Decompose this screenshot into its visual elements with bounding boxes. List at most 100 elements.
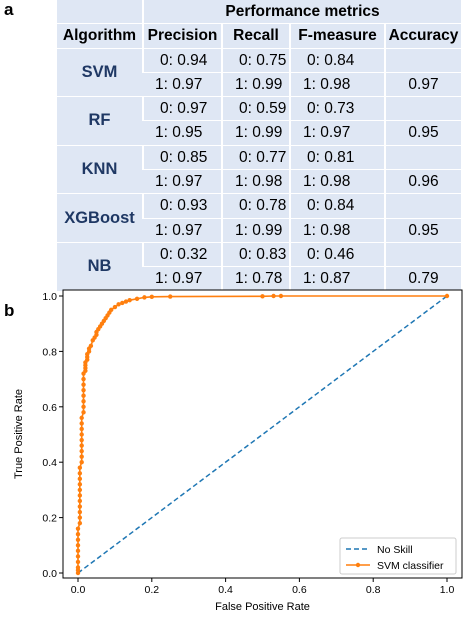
precision-cell: 0: 0.94 xyxy=(142,47,222,73)
f-measure-cell: 1: 0.98 xyxy=(289,217,385,243)
svm-data-point xyxy=(77,498,83,504)
svm-data-point xyxy=(116,302,121,307)
accuracy-cell xyxy=(383,144,462,170)
algorithm-cell: KNN xyxy=(57,144,143,194)
f-measure-cell: 1: 0.98 xyxy=(289,169,385,194)
svm-data-point xyxy=(81,387,86,393)
table-row: XGBoost 0: 0.93 0: 0.78 0: 0.84 xyxy=(57,193,462,243)
accuracy-cell: 0.79 xyxy=(383,266,462,291)
svm-data-point xyxy=(109,307,114,313)
legend-marker-svm xyxy=(355,562,361,568)
x-tick-label: 0.4 xyxy=(218,584,233,596)
no-skill-line xyxy=(77,295,448,574)
precision-cell: 1: 0.97 xyxy=(143,169,222,194)
svm-data-point xyxy=(77,482,83,487)
table-row: 1: 0.97 1: 0.78 1: 0.87 0.79 xyxy=(57,266,462,291)
panel-label-b: b xyxy=(4,301,15,320)
accuracy-cell xyxy=(383,47,462,73)
recall-cell: 1: 0.99 xyxy=(221,217,290,243)
x-tick-label: 0.2 xyxy=(144,584,159,596)
recall-cell: 0: 0.59 xyxy=(221,96,290,121)
accuracy-cell xyxy=(383,193,462,219)
svm-data-point xyxy=(444,293,450,299)
svm-data-point xyxy=(271,293,276,299)
svm-data-point xyxy=(75,565,81,570)
performance-metrics-header: Performance metrics xyxy=(141,0,462,24)
plot-area-frame xyxy=(62,289,463,579)
y-tick-label: 0.4 xyxy=(42,457,57,469)
recall-cell: 0: 0.83 xyxy=(221,241,290,267)
f-measure-cell: 1: 0.98 xyxy=(289,71,385,97)
svm-data-point xyxy=(75,559,81,565)
panel-label-a: a xyxy=(4,0,14,19)
f-measure-cell: 1: 0.87 xyxy=(289,266,385,291)
svm-data-point xyxy=(127,297,132,303)
y-tick-label: 0.0 xyxy=(42,568,57,580)
svm-data-point xyxy=(77,520,83,526)
column-header-accuracy: Accuracy xyxy=(383,23,462,49)
legend-label-svm: SVM classifier xyxy=(377,560,444,572)
svm-data-point xyxy=(123,299,129,304)
x-tick-label: 0.6 xyxy=(292,584,307,596)
svm-data-point xyxy=(79,415,84,421)
recall-cell: 1: 0.99 xyxy=(221,71,290,97)
svm-data-point xyxy=(77,471,83,476)
f-measure-cell: 0: 0.73 xyxy=(289,96,385,121)
svm-data-point xyxy=(149,294,154,300)
f-measure-cell: 0: 0.81 xyxy=(289,144,385,170)
svm-data-point xyxy=(81,404,86,409)
column-header-f-measure: F-measure xyxy=(289,23,385,49)
table-row: 1: 0.97 1: 0.99 1: 0.98 0.95 xyxy=(57,217,462,243)
svm-data-point xyxy=(81,399,86,404)
x-tick-label: 0.0 xyxy=(71,584,86,596)
table-row: RF 0: 0.97 0: 0.59 0: 0.73 xyxy=(57,96,462,146)
svm-data-point xyxy=(134,296,140,301)
svm-data-point xyxy=(79,460,84,465)
algorithm-cell: RF xyxy=(57,96,143,146)
svm-data-point xyxy=(79,448,84,454)
x-axis-label: False Positive Rate xyxy=(215,601,310,613)
table-row: NB 0: 0.32 0: 0.83 0: 0.46 xyxy=(57,241,462,291)
y-tick-label: 0.8 xyxy=(42,346,57,358)
svm-data-point xyxy=(168,294,173,299)
x-tick-label: 1.0 xyxy=(440,584,455,596)
table-row: 1: 0.95 1: 0.99 1: 0.97 0.95 xyxy=(57,120,462,146)
algorithm-cell: XGBoost xyxy=(57,193,143,243)
svm-data-point xyxy=(75,554,81,559)
svm-data-point xyxy=(79,421,84,426)
precision-cell: 0: 0.85 xyxy=(142,144,222,170)
x-tick-label: 0.8 xyxy=(366,584,381,596)
precision-cell: 1: 0.97 xyxy=(143,71,222,97)
table-column-header-row: Algorithm Precision Recall F-measure Acc… xyxy=(57,23,462,49)
recall-cell: 1: 0.98 xyxy=(221,169,290,194)
accuracy-cell: 0.95 xyxy=(383,120,462,146)
roc-curve-chart: 0.0 0.2 0.4 0.6 0.8 1.0 0.0 0.2 0.4 0.6 0.8 1.0 Fals… xyxy=(13,289,463,613)
performance-metrics-table: Performance metrics Algorithm Precision … xyxy=(57,0,462,291)
accuracy-cell xyxy=(383,241,462,267)
algorithm-cell: NB xyxy=(57,241,143,291)
recall-cell: 1: 0.78 xyxy=(221,266,290,291)
f-measure-cell: 0: 0.84 xyxy=(289,47,385,73)
accuracy-cell xyxy=(383,96,462,121)
svm-data-point xyxy=(75,537,81,542)
column-header-precision: Precision xyxy=(142,23,222,49)
recall-cell: 0: 0.75 xyxy=(221,47,290,73)
svm-data-point xyxy=(77,504,83,509)
recall-cell: 1: 0.99 xyxy=(221,120,290,146)
svm-data-point xyxy=(120,300,125,306)
table-row: 1: 0.97 1: 0.98 1: 0.98 0.96 xyxy=(57,169,462,194)
algorithm-cell: SVM xyxy=(57,47,143,97)
table-row: 1: 0.97 1: 0.99 1: 0.98 0.97 xyxy=(57,71,462,97)
f-measure-cell: 1: 0.97 xyxy=(289,120,385,146)
svm-data-point xyxy=(260,294,265,299)
precision-cell: 1: 0.95 xyxy=(143,120,222,146)
precision-cell: 1: 0.97 xyxy=(143,266,222,291)
svm-data-point xyxy=(81,393,86,398)
legend-label-no-skill: No Skill xyxy=(377,544,413,556)
svm-classifier-markers xyxy=(75,293,450,576)
precision-cell: 1: 0.97 xyxy=(143,217,222,243)
svm-data-point xyxy=(81,382,86,387)
table-row: KNN 0: 0.85 0: 0.77 0: 0.81 xyxy=(57,144,462,194)
svm-data-point xyxy=(75,548,81,554)
svm-data-point xyxy=(81,410,86,415)
